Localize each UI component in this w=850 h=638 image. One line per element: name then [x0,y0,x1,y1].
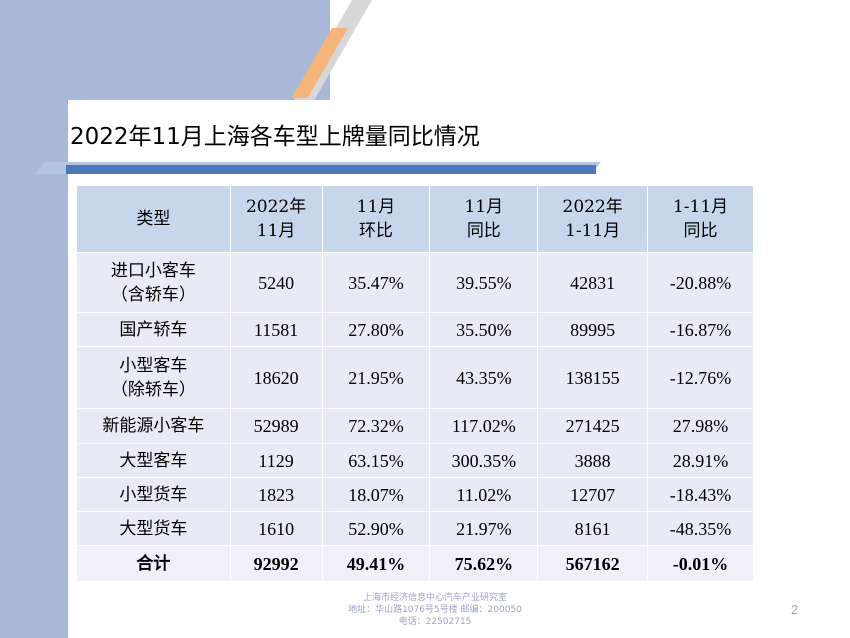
cell-mom: 72.32% [321,408,431,444]
cell-yoy: 35.50% [429,312,539,347]
table-row: 小型客车 （除轿车） 18620 21.95% 43.35% 138155 -12… [76,346,754,409]
page-number: 2 [791,602,799,617]
top-decor-band [0,0,330,100]
cell-total-nov: 92992 [229,545,323,582]
cell-mom: 21.95% [321,346,431,409]
cell-mom: 35.47% [321,252,431,313]
cell-yoy: 39.55% [429,252,539,313]
cell-ytd: 271425 [537,408,649,444]
cell-ytd: 12707 [537,477,649,512]
header-yoy: 11月 同比 [429,185,539,253]
cell-yoy: 11.02% [429,477,539,512]
table-row: 大型客车 1129 63.15% 300.35% 3888 28.91% [76,443,754,478]
cell-ytd-yoy: -12.76% [647,346,754,409]
footer-org: 上海市经济信息中心汽车产业研究室 [362,593,507,603]
cell-total-mom: 49.41% [321,545,431,582]
table-total-row: 合计 92992 49.41% 75.62% 567162 -0.01% [76,545,754,582]
cell-type: 大型货车 [76,511,231,546]
cell-total-ytd-yoy: -0.01% [647,545,754,582]
cell-nov: 18620 [229,346,323,409]
cell-ytd-yoy: -16.87% [647,312,754,347]
cell-ytd-yoy: 27.98% [647,408,754,444]
header-type: 类型 [76,185,231,253]
cell-nov: 1823 [229,477,323,512]
cell-yoy: 21.97% [429,511,539,546]
cell-nov: 1129 [229,443,323,478]
cell-mom: 52.90% [321,511,431,546]
table-row: 新能源小客车 52989 72.32% 117.02% 271425 27.98… [76,408,754,444]
cell-ytd: 42831 [537,252,649,313]
cell-ytd-yoy: -18.43% [647,477,754,512]
header-ytd-yoy: 1-11月 同比 [647,185,754,253]
cell-mom: 18.07% [321,477,431,512]
cell-yoy: 43.35% [429,346,539,409]
cell-type: 大型客车 [76,443,231,478]
cell-total-ytd: 567162 [537,545,649,582]
cell-nov: 1610 [229,511,323,546]
cell-total-label: 合计 [76,545,231,582]
cell-type: 国产轿车 [76,312,231,347]
slide-title: 2022年11月上海各车型上牌量同比情况 [70,124,480,150]
cell-nov: 5240 [229,252,323,313]
footer-address: 地址：华山路1076号5号楼 邮编：200050 [348,605,522,615]
table-row: 国产轿车 11581 27.80% 35.50% 89995 -16.87% [76,312,754,347]
cell-type: 新能源小客车 [76,408,231,444]
cell-type: 进口小客车 （含轿车） [76,252,231,313]
cell-ytd: 8161 [537,511,649,546]
registration-table: 类型 2022年 11月 11月 环比 11月 同比 2022年 1-11月 1-11月… [76,185,754,582]
table-row: 小型货车 1823 18.07% 11.02% 12707 -18.43% [76,477,754,512]
cell-mom: 63.15% [321,443,431,478]
footer-phone: 电话：22502715 [398,617,472,627]
footer-contact: 上海市经济信息中心汽车产业研究室 地址：华山路1076号5号楼 邮编：20005… [300,592,570,628]
header-mom: 11月 环比 [321,185,431,253]
table-header-row: 类型 2022年 11月 11月 环比 11月 同比 2022年 1-11月 1-11月… [76,185,754,253]
left-decor-band [0,0,68,638]
table-row: 进口小客车 （含轿车） 5240 35.47% 39.55% 42831 -20.… [76,252,754,313]
cell-ytd: 89995 [537,312,649,347]
cell-nov: 11581 [229,312,323,347]
cell-yoy: 117.02% [429,408,539,444]
cell-ytd: 3888 [537,443,649,478]
title-underline-dark [66,165,596,174]
table-row: 大型货车 1610 52.90% 21.97% 8161 -48.35% [76,511,754,546]
cell-ytd-yoy: 28.91% [647,443,754,478]
cell-type: 小型货车 [76,477,231,512]
cell-yoy: 300.35% [429,443,539,478]
cell-mom: 27.80% [321,312,431,347]
cell-ytd-yoy: -48.35% [647,511,754,546]
header-ytd: 2022年 1-11月 [537,185,649,253]
cell-type: 小型客车 （除轿车） [76,346,231,409]
cell-total-yoy: 75.62% [429,545,539,582]
header-nov: 2022年 11月 [229,185,323,253]
cell-ytd-yoy: -20.88% [647,252,754,313]
cell-nov: 52989 [229,408,323,444]
cell-ytd: 138155 [537,346,649,409]
